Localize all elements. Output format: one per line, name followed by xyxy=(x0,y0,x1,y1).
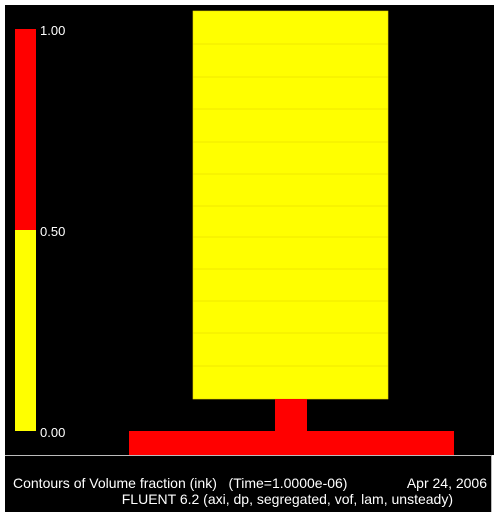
colorbar-label-min: 0.00 xyxy=(40,425,66,440)
colorbar-label-max: 1.00 xyxy=(40,23,66,38)
colorbar-label-mid: 0.50 xyxy=(40,224,66,239)
colorbar-high-segment xyxy=(15,29,36,230)
chamber-fill xyxy=(192,10,389,400)
solver-version: FLUENT 6.2 (axi, dp, segregated, vof, la… xyxy=(121,491,453,507)
neck-region xyxy=(275,399,307,431)
plot-footer: Contours of Volume fraction (ink) (Time=… xyxy=(5,455,492,512)
graphics-viewport: 1.00 0.50 0.00 xyxy=(5,5,494,455)
contour-domain xyxy=(129,10,454,455)
bottom-channel-region xyxy=(129,431,454,455)
plot-date: Apr 24, 2006 xyxy=(406,475,487,491)
chamber-region xyxy=(192,10,389,400)
mesh-lines xyxy=(193,43,388,367)
colorbar-low-segment xyxy=(15,230,36,431)
colorbar xyxy=(15,29,36,431)
plot-title: Contours of Volume fraction (ink) (Time=… xyxy=(13,475,348,491)
